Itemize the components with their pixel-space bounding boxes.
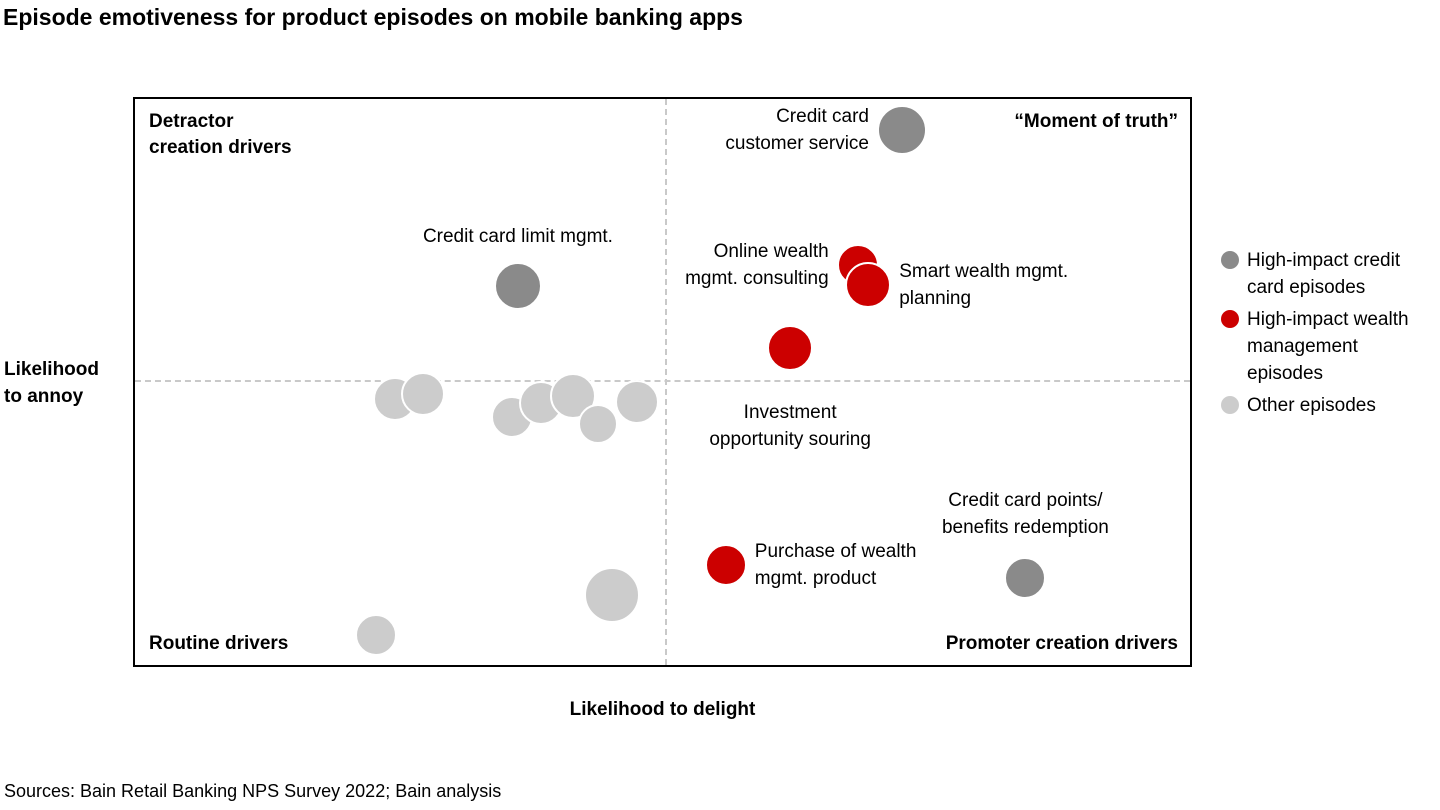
y-axis-label: Likelihood to annoy bbox=[4, 359, 99, 407]
quadrant-label-bottom-left: Routine drivers bbox=[149, 633, 289, 654]
legend-label: High-impact credit card episodes bbox=[1247, 250, 1401, 298]
bubble-smart-wealth-mgmt-planning bbox=[845, 261, 892, 308]
point-label-investment-opportunity-souring: Investment opportunity souring bbox=[709, 402, 871, 451]
legend-label: High-impact wealth management episodes bbox=[1247, 309, 1409, 384]
legend-item-high-impact-credit-card-episodes: High-impact credit card episodes bbox=[1221, 247, 1436, 301]
plot-area: Detractor creation drivers “Moment of tr… bbox=[133, 97, 1192, 667]
quadrant-label-top-left: Detractor creation drivers bbox=[149, 111, 292, 158]
quadrant-divider-vertical bbox=[664, 99, 667, 665]
bubble-credit-card-customer-service bbox=[876, 104, 927, 155]
point-label-smart-wealth-mgmt-planning: Smart wealth mgmt. planning bbox=[899, 260, 1069, 309]
legend-dot-icon bbox=[1221, 396, 1239, 414]
point-label-credit-card-points-benefits-redemption: Credit card points/ benefits redemption bbox=[941, 490, 1109, 539]
quadrant-divider-horizontal bbox=[135, 379, 1190, 382]
legend-item-other-episodes: Other episodes bbox=[1221, 392, 1436, 419]
legend-dot-icon bbox=[1221, 310, 1239, 328]
chart-title: Episode emotiveness for product episodes… bbox=[3, 4, 743, 30]
bubble-purchase-of-wealth-mgmt-product bbox=[704, 543, 747, 586]
legend: High-impact credit card episodes High-imp… bbox=[1221, 247, 1436, 419]
point-label-online-wealth-mgmt-consulting: Online wealth mgmt. consulting bbox=[685, 240, 829, 289]
legend-item-high-impact-wealth-management-episodes: High-impact wealth management episodes bbox=[1221, 306, 1436, 387]
bubble-investment-opportunity-souring bbox=[767, 325, 814, 372]
legend-dot-icon bbox=[1221, 251, 1239, 269]
bubble-other-episodes bbox=[583, 567, 640, 624]
bubble-other-episodes bbox=[401, 371, 445, 416]
x-axis-label: Likelihood to delight bbox=[569, 699, 756, 720]
bubble-other-episodes bbox=[615, 379, 660, 424]
point-label-credit-card-customer-service: Credit card customer service bbox=[725, 105, 869, 154]
bubble-other-episodes bbox=[354, 614, 397, 656]
quadrant-label-bottom-right: Promoter creation drivers bbox=[945, 633, 1178, 654]
legend-label: Other episodes bbox=[1247, 395, 1376, 416]
quadrant-label-top-right: “Moment of truth” bbox=[1014, 111, 1178, 132]
point-label-credit-card-limit-mgmt: Credit card limit mgmt. bbox=[422, 225, 613, 247]
bubble-credit-card-points-benefits-redemption bbox=[1004, 557, 1047, 600]
point-label-purchase-of-wealth-mgmt-product: Purchase of wealth mgmt. product bbox=[754, 540, 917, 589]
bubble-other-episodes bbox=[578, 403, 619, 444]
bubble-credit-card-limit-mgmt bbox=[493, 261, 542, 310]
source-note: Sources: Bain Retail Banking NPS Survey … bbox=[4, 781, 502, 801]
